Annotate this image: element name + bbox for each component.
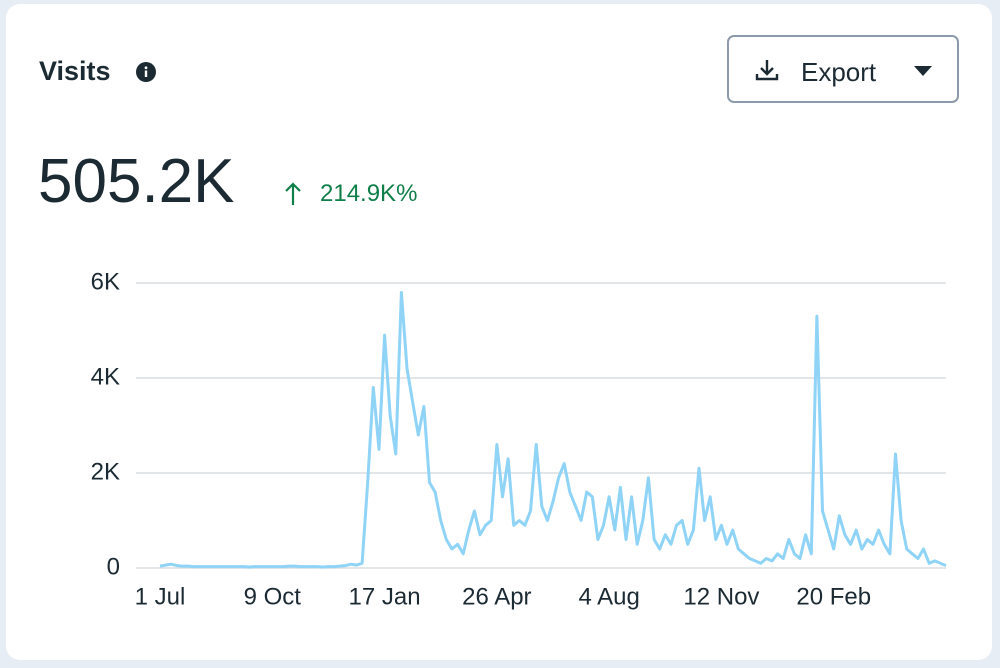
y-tick-label: 0 xyxy=(107,553,120,580)
x-tick-label: 9 Oct xyxy=(244,583,302,610)
y-tick-label: 6K xyxy=(91,268,120,295)
up-arrow xyxy=(285,182,301,205)
title: Visits xyxy=(39,56,111,86)
x-tick-label: 26 Apr xyxy=(462,583,531,610)
button-label: Export xyxy=(801,57,877,87)
caret xyxy=(914,66,932,76)
x-tick-label: 12 Nov xyxy=(683,583,759,610)
download-icon xyxy=(755,60,779,81)
export-button[interactable]: Export xyxy=(727,35,959,103)
info-icon[interactable] xyxy=(136,62,156,82)
change-value: 214.9K% xyxy=(320,180,418,207)
y-tick-label: 4K xyxy=(91,363,120,390)
x-tick-label: 17 Jan xyxy=(349,583,421,610)
x-tick-label: 20 Feb xyxy=(796,583,871,610)
y-tick-label: 2K xyxy=(91,458,120,485)
card: Visits Export 505.2K 214.9K% xyxy=(6,4,992,660)
x-tick-label: 4 Aug xyxy=(578,583,639,610)
x-tick-label: 1 Jul xyxy=(135,583,186,610)
data-line xyxy=(159,291,947,569)
total-value: 505.2K xyxy=(38,147,235,216)
